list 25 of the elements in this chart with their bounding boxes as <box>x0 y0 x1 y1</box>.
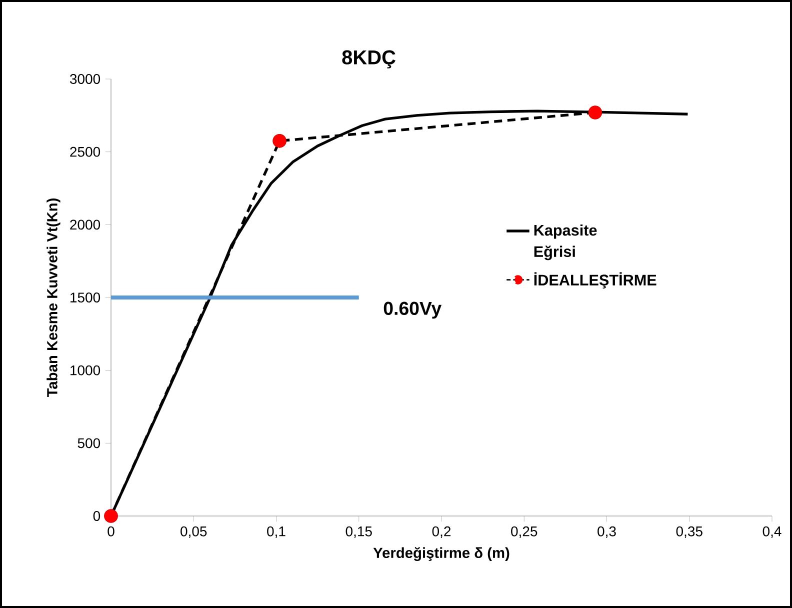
y-tick-label: 500 <box>78 438 100 448</box>
point <box>104 509 118 523</box>
chart-title: 8KDÇ <box>342 50 396 68</box>
y-tick-label: 2500 <box>70 146 100 157</box>
x-tick-label: 0,35 <box>676 526 702 538</box>
x-tick-label: 0 <box>108 526 114 536</box>
legend-label: Kapasite Eğrisi <box>534 224 597 260</box>
y-tick-label: 1000 <box>70 365 100 376</box>
y-tick-label: 3000 <box>70 74 100 84</box>
x-tick-label: 0,25 <box>511 526 538 538</box>
x-tick-label: 0,15 <box>346 526 372 538</box>
legend-label: İDEALLEŞTİRME <box>534 272 656 289</box>
annotation: 0.60Vy <box>384 302 442 319</box>
y-tick-label: 0 <box>93 511 100 521</box>
x-axis-title: Yerdeğiştirme δ (m) <box>373 547 510 562</box>
y-axis-title: Taban Kesme Kuvveti Vt(Kn) <box>46 198 60 398</box>
x-tick-label: 0,4 <box>762 526 782 538</box>
y-tick-label: 2000 <box>70 220 100 230</box>
x-tick-label: 0,1 <box>267 526 286 538</box>
point <box>588 106 602 120</box>
y-tick-label: 1500 <box>70 292 100 302</box>
x-tick-label: 0,05 <box>180 526 207 538</box>
x-tick-label: 0,3 <box>598 526 616 538</box>
point <box>272 134 286 148</box>
x-tick-label: 0,2 <box>432 526 451 538</box>
